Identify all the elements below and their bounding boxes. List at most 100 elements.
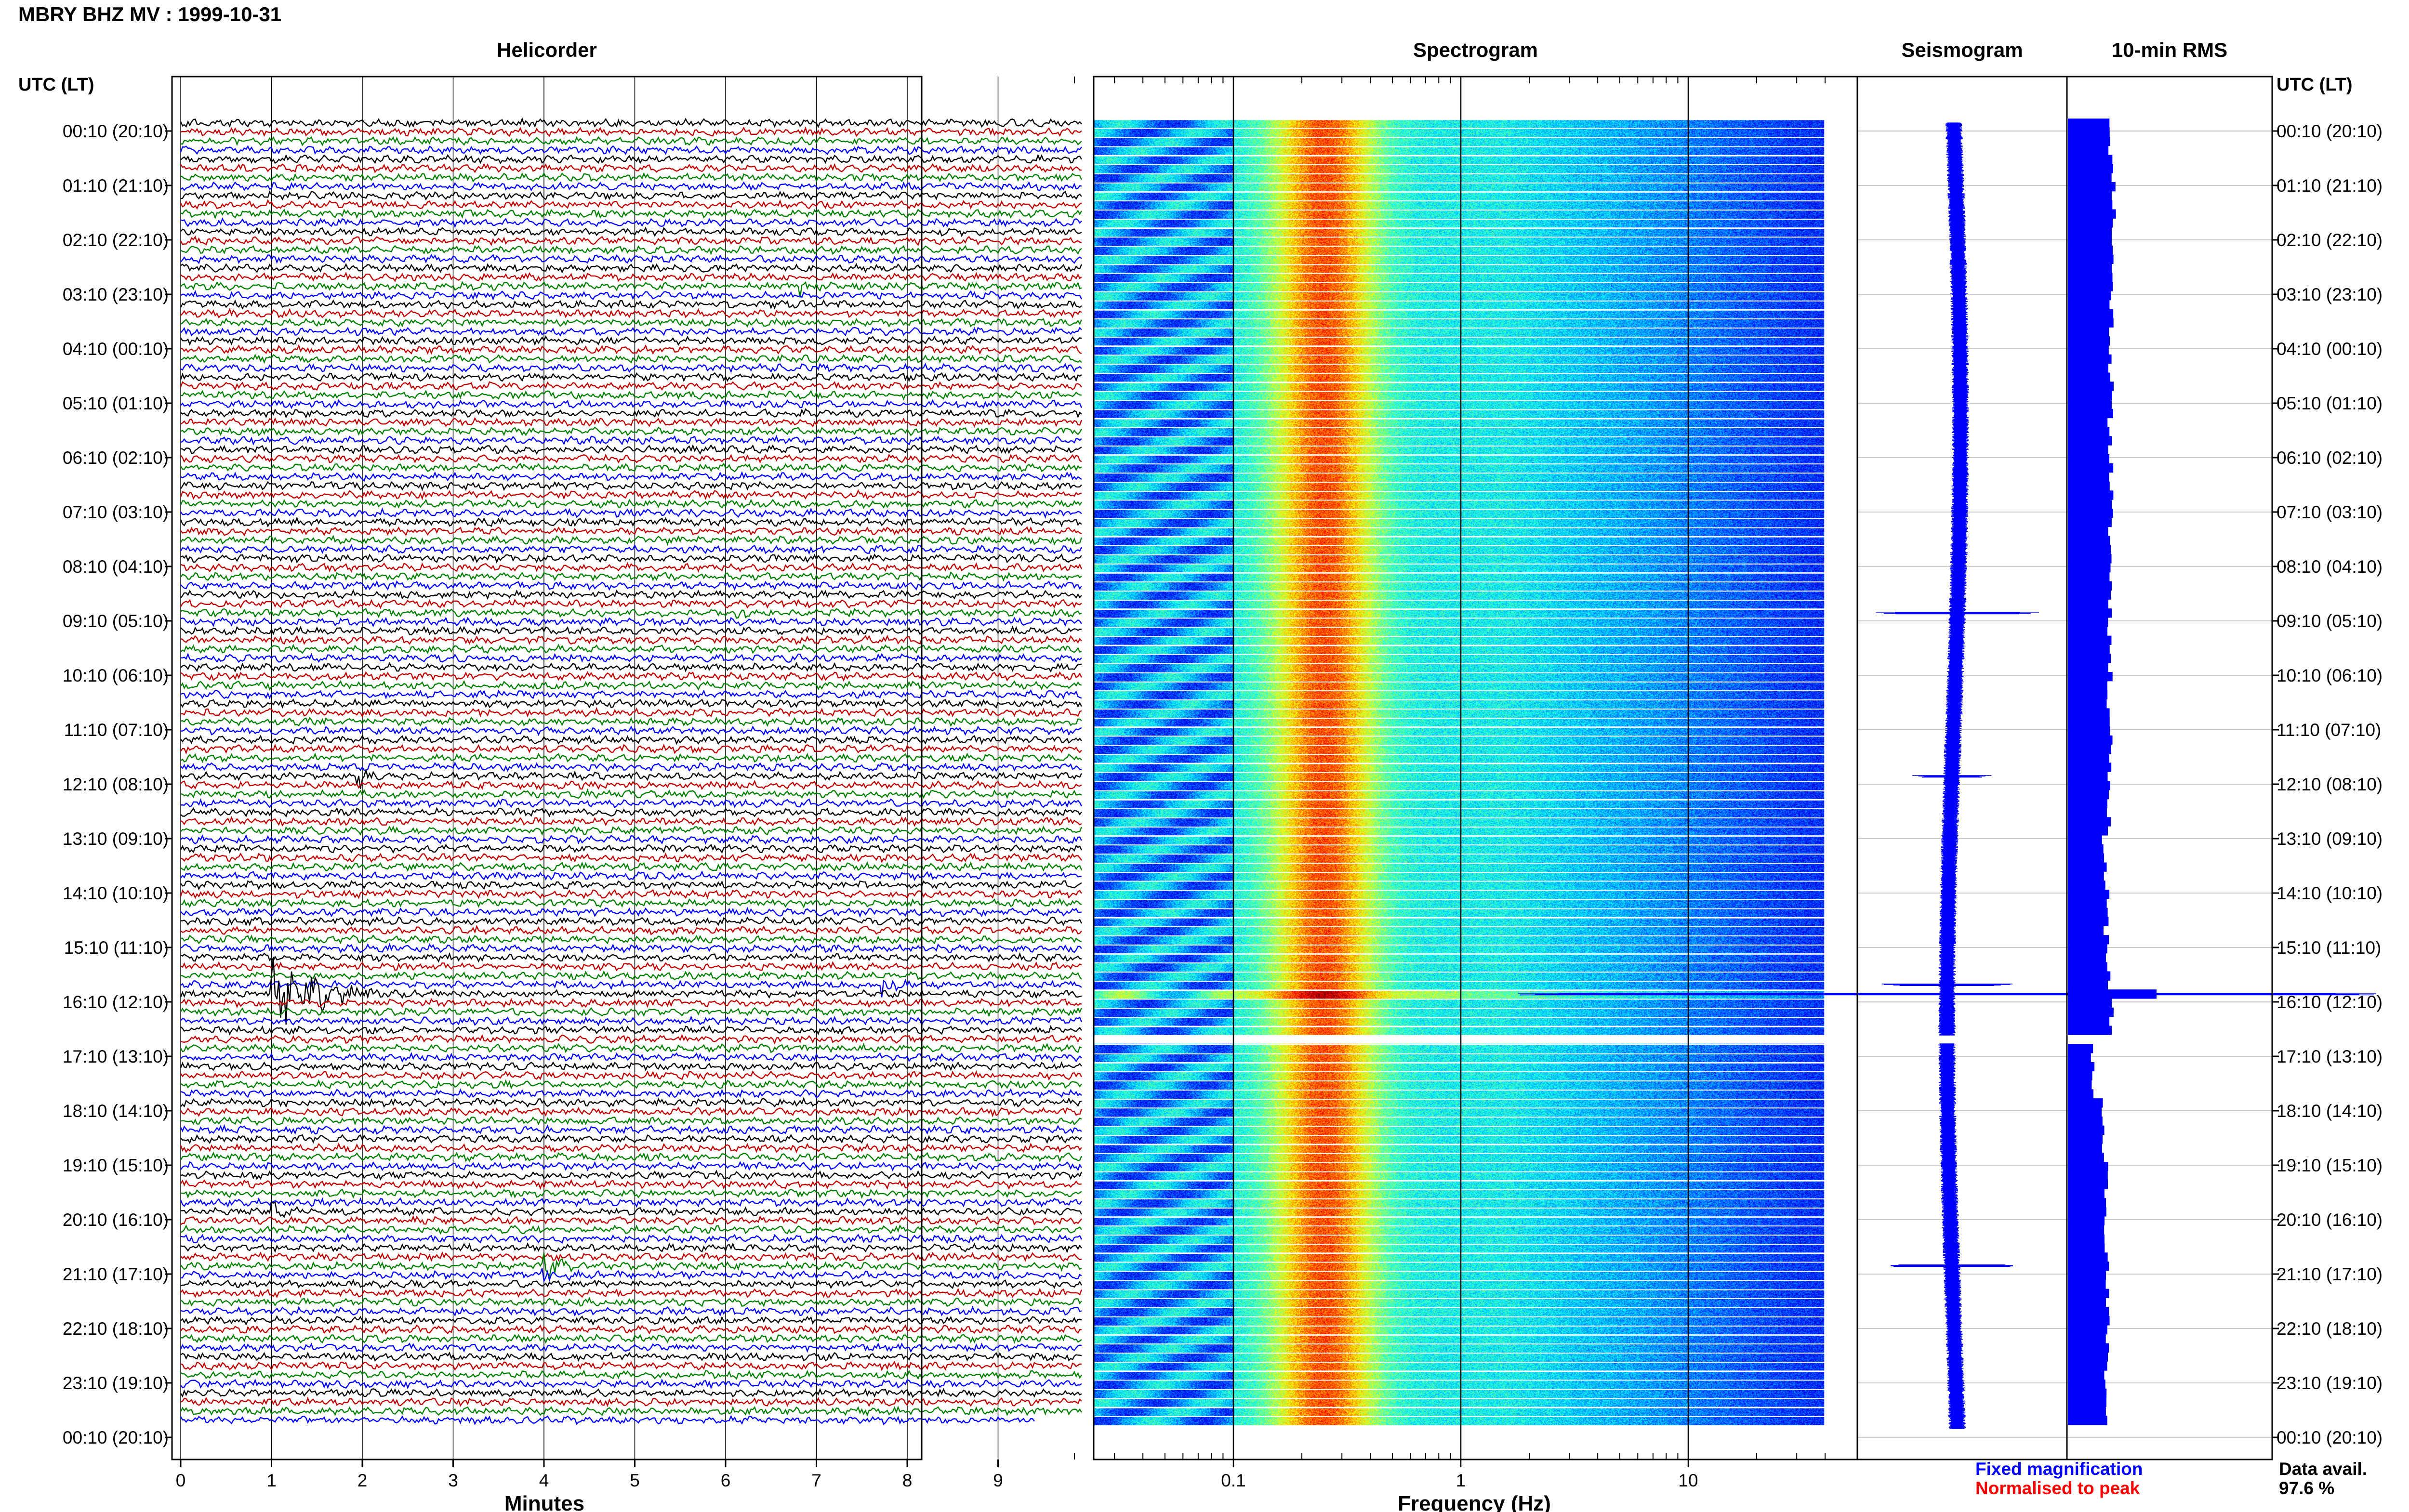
rms-bar (2068, 400, 2112, 409)
x-tick-label: 9 (993, 1471, 1003, 1490)
rms-bar (2068, 372, 2110, 382)
time-label-right: 17:10 (13:10) (2277, 1047, 2383, 1066)
rms-bar (2068, 699, 2107, 709)
rms-bar (2068, 1316, 2110, 1326)
rms-bar (2068, 1388, 2107, 1398)
helicorder-trace (180, 390, 1082, 401)
rms-bar (2068, 209, 2116, 219)
helicorder-trace (180, 471, 1082, 482)
helicorder-trace (180, 589, 1082, 600)
rms-bar (2068, 772, 2108, 781)
helicorder-trace (180, 489, 1082, 500)
helicorder-trace (180, 671, 1082, 682)
rms-bar (2068, 545, 2111, 554)
time-label-right: 23:10 (19:10) (2277, 1373, 2383, 1393)
helicorder-trace (180, 852, 1082, 863)
helicorder-trace (180, 1170, 1082, 1181)
helicorder-trace (180, 978, 1082, 998)
rms-bar (2068, 663, 2108, 672)
rms-bar (2068, 454, 2109, 464)
helicorder-trace (180, 961, 1082, 972)
helicorder-trace (180, 598, 1082, 609)
rms-bar (2068, 708, 2110, 718)
helicorder-trace (180, 1106, 1083, 1118)
time-label-right: 10:10 (06:10) (2277, 666, 2383, 685)
time-label-left: 01:10 (21:10) (63, 176, 169, 196)
helicorder-trace (180, 362, 1082, 373)
rms-bar (2068, 517, 2112, 527)
helicorder-trace (180, 1324, 1082, 1335)
helicorder-trace (180, 417, 1083, 428)
helicorder-trace (180, 680, 1082, 691)
rms-bar (2068, 599, 2108, 609)
rms-bar (2068, 427, 2110, 436)
helicorder-trace (180, 1201, 1082, 1218)
time-label-left: 00:10 (20:10) (63, 1428, 169, 1447)
helicorder-trace (180, 235, 1082, 246)
helicorder-trace (180, 889, 1082, 899)
x-tick-label: 3 (448, 1471, 458, 1490)
rms-bar (2068, 291, 2111, 301)
helicorder-trace (180, 1070, 1082, 1081)
x-tick-label: 5 (630, 1471, 640, 1490)
helicorder-trace (180, 798, 1082, 808)
helicorder-trace (180, 625, 1082, 636)
rms-bar (2068, 1189, 2105, 1198)
time-label-right: 07:10 (03:10) (2277, 502, 2383, 522)
rms-bar (2068, 200, 2113, 210)
helicorder-trace (180, 907, 1082, 918)
rms-bar (2068, 753, 2109, 763)
helicorder-trace (180, 434, 1082, 446)
time-label-right: 01:10 (21:10) (2277, 176, 2383, 196)
rms-bar (2068, 1089, 2094, 1099)
time-label-right: 21:10 (17:10) (2277, 1264, 2383, 1284)
rms-bar (2068, 980, 2108, 990)
rms-bar (2068, 191, 2112, 201)
helicorder-trace (180, 1333, 1082, 1344)
time-label-left: 11:10 (07:10) (64, 720, 169, 740)
helicorder-trace (180, 499, 1082, 509)
rms-bar (2068, 808, 2107, 817)
time-label-right: 12:10 (08:10) (2277, 775, 2383, 794)
time-label-left: 14:10 (10:10) (63, 883, 169, 903)
rms-bar (2068, 635, 2112, 645)
time-label-right: 19:10 (15:10) (2277, 1156, 2383, 1175)
x-tick-label: 7 (811, 1471, 821, 1490)
time-label-left: 22:10 (18:10) (63, 1319, 169, 1339)
time-label-left: 00:10 (20:10) (63, 121, 169, 141)
rms-bar (2068, 1144, 2103, 1153)
helicorder-trace (180, 1297, 1082, 1308)
helicorder-trace (180, 997, 1082, 1009)
helicorder-trace (180, 245, 1082, 255)
rms-bar (2068, 500, 2112, 509)
helicorder-trace (180, 1342, 1082, 1353)
x-axis-label: Minutes (504, 1492, 584, 1512)
rms-panel (2066, 76, 2273, 1460)
helicorder-trace (180, 957, 1082, 1025)
figure-title: MBRY BHZ MV : 1999-10-31 (18, 3, 282, 26)
rms-bar (2068, 481, 2110, 491)
helicorder-trace (180, 1378, 1082, 1390)
time-label-left: 02:10 (22:10) (63, 230, 169, 250)
rms-bar (2068, 445, 2108, 455)
x-tick-label: 1 (1456, 1471, 1466, 1490)
helicorder-trace (180, 653, 1082, 663)
rms-bar (2068, 554, 2112, 564)
rms-bar (2068, 155, 2113, 164)
helicorder-trace (180, 344, 1082, 355)
helicorder-trace (180, 952, 1082, 963)
rms-bar (2068, 826, 2108, 836)
helicorder-trace (180, 1124, 1082, 1135)
rms-bar (2068, 1134, 2103, 1144)
rms-bar (2068, 1062, 2095, 1072)
helicorder-trace (180, 1352, 1082, 1362)
rms-bar (2068, 971, 2111, 981)
rms-bar (2068, 1361, 2107, 1371)
time-label-right: 14:10 (10:10) (2277, 883, 2383, 903)
rms-bar (2068, 300, 2110, 310)
rms-bar (2068, 953, 2106, 963)
helicorder-trace (180, 1278, 1082, 1289)
rms-bar (2068, 1098, 2103, 1108)
helicorder-trace (180, 408, 1082, 419)
